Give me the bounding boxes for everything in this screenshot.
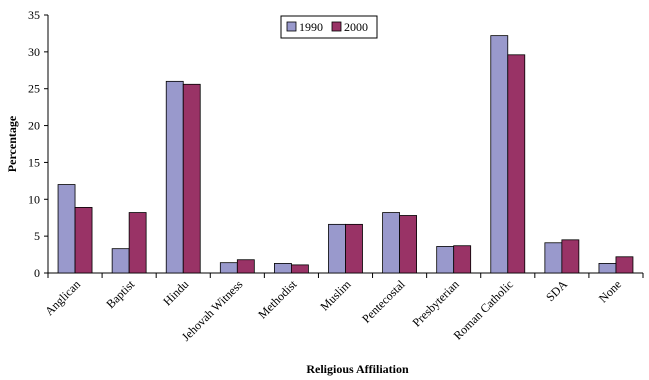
bar-1990-hindu	[165, 80, 184, 274]
y-axis: 0 5 10 15 20 25 30 35	[28, 8, 49, 280]
x-tick-label: Baptist	[103, 277, 137, 311]
bar-2000-muslim	[345, 223, 363, 274]
legend: 1990 2000	[280, 15, 378, 39]
bar-2000-presbyterian	[453, 245, 472, 274]
bar-1990-methodist	[274, 263, 292, 274]
bar-1990-sda	[544, 242, 563, 274]
bar-1990-jehovah-witness	[219, 262, 238, 274]
x-axis-title: Religious Affiliation	[306, 362, 409, 376]
bar-1990-anglican	[57, 184, 76, 274]
y-axis-title: Percentage	[5, 115, 19, 172]
x-tick-label: Muslim	[317, 277, 354, 314]
legend-swatch-2000	[331, 21, 342, 32]
bars	[57, 35, 634, 274]
bar-2000-roman-catholic	[507, 54, 526, 274]
bar-2000-jehovah-witness	[236, 259, 255, 274]
bar-2000-sda	[561, 239, 580, 274]
legend-box	[280, 15, 378, 39]
bar-1990-none	[598, 263, 617, 274]
x-tick-label: Presbyterian	[409, 277, 461, 329]
y-tick-label: 20	[28, 119, 40, 133]
bar-1990-muslim	[328, 223, 346, 274]
bar-1990-roman-catholic	[490, 35, 509, 274]
y-tick-label: 0	[34, 266, 40, 280]
x-tick-label: Pentecostal	[359, 277, 408, 326]
y-tick-label: 25	[28, 82, 40, 96]
y-tick-label: 30	[28, 45, 40, 59]
bar-1990-pentecostal	[382, 212, 400, 274]
legend-swatch-1990	[286, 21, 297, 32]
bar-2000-methodist	[291, 264, 309, 274]
bar-1990-presbyterian	[436, 246, 455, 274]
y-tick-label: 15	[28, 155, 40, 169]
x-tick-label: Hindu	[160, 277, 191, 308]
bar-2000-baptist	[128, 212, 147, 274]
y-tick-label: 5	[34, 229, 40, 243]
y-tick-label: 10	[28, 192, 40, 206]
x-tick-label: None	[596, 277, 624, 305]
legend-label-2000: 2000	[344, 20, 368, 34]
bar-2000-anglican	[74, 206, 93, 274]
y-tick-label: 35	[28, 8, 40, 22]
bar-1990-baptist	[111, 248, 130, 274]
bar-2000-hindu	[182, 83, 201, 274]
x-tick-label: SDA	[543, 277, 570, 304]
bar-2000-none	[615, 256, 634, 274]
legend-label-1990: 1990	[299, 20, 323, 34]
x-tick-label: Anglican	[42, 277, 83, 318]
bar-2000-pentecostal	[399, 215, 417, 274]
x-tick-label: Methodist	[255, 277, 300, 322]
